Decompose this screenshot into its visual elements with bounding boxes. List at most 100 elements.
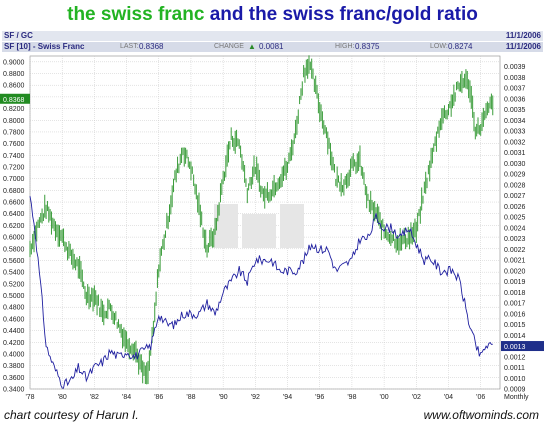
- right-tick-label: 0.0021: [504, 258, 526, 265]
- left-tick-label: 0.3400: [3, 387, 25, 394]
- right-tick-label: 0.0038: [504, 75, 526, 82]
- left-tick-label: 0.5400: [3, 270, 25, 277]
- left-tick-label: 0.7800: [3, 129, 25, 136]
- x-tick-label: '86: [154, 394, 163, 401]
- right-tick-label: 0.0020: [504, 268, 526, 275]
- x-tick-label: '96: [315, 394, 324, 401]
- x-tick-label: '02: [412, 394, 421, 401]
- watermark-shape: [280, 204, 304, 248]
- left-tick-label: 0.3800: [3, 363, 25, 370]
- left-tick-label: 0.4800: [3, 305, 25, 312]
- x-tick-label: '84: [122, 394, 131, 401]
- right-tick-label: 0.0012: [504, 354, 526, 361]
- left-tick-label: 0.5000: [3, 293, 25, 300]
- x-tick-label: '06: [476, 394, 485, 401]
- ratio-value-tag: [501, 341, 544, 352]
- x-tick-label: '00: [380, 394, 389, 401]
- left-tick-label: 0.8200: [3, 106, 25, 113]
- left-tick-label: 0.7600: [3, 141, 25, 148]
- franc-series: [29, 55, 494, 385]
- last-value-tag-text: 0.8368: [3, 97, 25, 104]
- chart-title: the swiss franc and the swiss franc/gold…: [0, 4, 545, 26]
- left-tick-label: 0.7200: [3, 165, 25, 172]
- last-value-tag: [0, 93, 30, 104]
- right-tick-label: 0.0031: [504, 150, 526, 157]
- x-tick-label: '88: [186, 394, 195, 401]
- left-tick-label: 0.4400: [3, 328, 25, 335]
- ratio-line: [29, 196, 493, 389]
- quote-date: 11/1/2006: [505, 42, 541, 51]
- right-tick-label: 0.0033: [504, 129, 526, 136]
- left-tick-label: 0.9000: [3, 59, 25, 66]
- site-text: www.oftwominds.com: [423, 408, 539, 422]
- right-tick-label: 0.0025: [504, 215, 526, 222]
- right-tick-label: 0.0016: [504, 311, 526, 318]
- x-tick-label: '78: [25, 394, 34, 401]
- x-tick-label: '98: [347, 394, 356, 401]
- high-label: HIGH:: [335, 43, 355, 50]
- right-tick-label: 0.0039: [504, 64, 526, 71]
- title-franc: the swiss franc: [67, 4, 205, 25]
- right-tick-label: 0.0035: [504, 107, 526, 114]
- right-tick-label: 0.0027: [504, 193, 526, 200]
- left-tick-label: 0.8800: [3, 71, 25, 78]
- left-tick-label: 0.4200: [3, 340, 25, 347]
- right-tick-label: 0.0024: [504, 225, 526, 232]
- left-tick-label: 0.4000: [3, 351, 25, 358]
- symbol-date: 11/1/2006: [505, 31, 541, 40]
- right-tick-label: 0.0036: [504, 96, 526, 103]
- right-tick-label: 0.0026: [504, 204, 526, 211]
- left-tick-label: 0.6800: [3, 188, 25, 195]
- left-tick-label: 0.6200: [3, 223, 25, 230]
- right-tick-label: 0.0014: [504, 333, 526, 340]
- symbol-bar: SF / GC 11/1/2006: [2, 31, 543, 41]
- right-tick-label: 0.0015: [504, 322, 526, 329]
- low-value: 0.8274: [448, 42, 473, 51]
- ratio-series: [29, 196, 493, 389]
- symbol-label: SF / GC: [4, 31, 33, 40]
- right-tick-label: 0.0030: [504, 161, 526, 168]
- left-axis: 0.90000.88000.86000.84000.82000.80000.78…: [3, 59, 25, 393]
- right-tick-label: 0.0009: [504, 387, 526, 394]
- left-tick-label: 0.3600: [3, 375, 25, 382]
- left-tick-label: 0.4600: [3, 316, 25, 323]
- last-value: 0.8368: [139, 42, 164, 51]
- right-tick-label: 0.0018: [504, 290, 526, 297]
- right-tick-label: 0.0032: [504, 139, 526, 146]
- last-label: LAST:: [120, 43, 139, 50]
- left-tick-label: 0.5200: [3, 281, 25, 288]
- credit-text: chart courtesy of Harun I.: [4, 408, 139, 422]
- change-label: CHANGE: [214, 43, 244, 50]
- ratio-value-tag-text: 0.0013: [504, 344, 526, 351]
- left-tick-label: 0.7000: [3, 176, 25, 183]
- chart-canvas: 0.90000.88000.86000.84000.82000.80000.78…: [0, 52, 545, 406]
- watermark-shape: [242, 214, 276, 248]
- left-tick-label: 0.6400: [3, 211, 25, 218]
- left-tick-label: 0.5800: [3, 246, 25, 253]
- right-axis: 0.0039 0.0038 0.0037 0.0036 0.0035 0.0034 0.00…: [504, 64, 526, 393]
- left-tick-label: 0.6000: [3, 235, 25, 242]
- right-tick-label: 0.0029: [504, 172, 526, 179]
- right-tick-label: 0.0010: [504, 376, 526, 383]
- left-tick-label: 0.6600: [3, 200, 25, 207]
- x-end-label: Monthly: [504, 394, 529, 401]
- left-tick-label: 0.8000: [3, 118, 25, 125]
- right-tick-label: 0.0023: [504, 236, 526, 243]
- left-tick-label: 0.5600: [3, 258, 25, 265]
- change-value: 0.0081: [259, 42, 284, 51]
- value-tags: 0.8368 0.0013: [0, 93, 544, 352]
- series-name: SF [10] - Swiss Franc: [4, 42, 85, 51]
- left-tick-label: 0.8600: [3, 83, 25, 90]
- x-tick-label: '80: [58, 394, 67, 401]
- left-tick-label: 0.7400: [3, 153, 25, 160]
- right-tick-label: 0.0022: [504, 247, 526, 254]
- quote-bar: SF [10] - Swiss Franc LAST: 0.8368 CHANG…: [2, 42, 543, 52]
- grid: [29, 55, 501, 390]
- x-tick-label: '90: [219, 394, 228, 401]
- x-tick-label: '92: [251, 394, 260, 401]
- right-tick-label: 0.0037: [504, 86, 526, 93]
- x-tick-label: '82: [90, 394, 99, 401]
- right-tick-label: 0.0017: [504, 301, 526, 308]
- low-label: LOW:: [430, 43, 448, 50]
- right-tick-label: 0.0019: [504, 279, 526, 286]
